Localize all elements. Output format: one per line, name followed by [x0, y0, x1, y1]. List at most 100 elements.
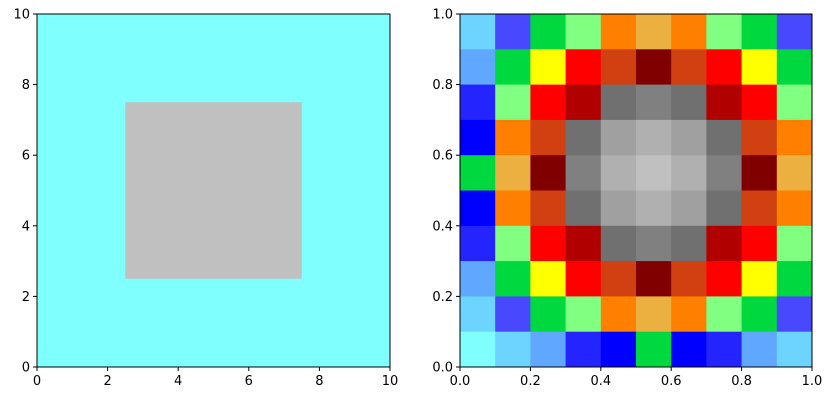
heatmap-cell: [530, 190, 567, 227]
heatmap-cell: [495, 119, 531, 156]
heatmap-cell: [636, 84, 672, 121]
right-y-tick-label-0: 0.0: [432, 361, 453, 376]
heatmap-cell: [671, 331, 707, 368]
left-chart: 0 2 4 6 8 10 0 2 4 6 8 10: [13, 8, 398, 390]
heatmap-cell: [706, 190, 743, 227]
heatmap-cell: [565, 49, 602, 86]
left-y-tick-label-5: 10: [13, 8, 30, 23]
heatmap-cell: [741, 331, 778, 368]
heatmap-cell: [495, 155, 531, 191]
heatmap-cell: [776, 84, 813, 121]
heatmap-cell: [671, 14, 707, 50]
heatmap-cell: [706, 261, 743, 297]
left-x-tick-label-0: 0: [33, 374, 41, 389]
left-x-tick-label-3: 6: [245, 374, 253, 389]
heatmap-cell: [600, 119, 637, 156]
heatmap-cell: [706, 119, 743, 156]
heatmap-cell: [530, 261, 567, 297]
left-x-axis: 0 2 4 6 8 10: [33, 367, 398, 389]
heatmap-cell: [741, 261, 778, 297]
heatmap-cell: [565, 331, 602, 368]
left-x-tick-label-5: 10: [382, 374, 399, 389]
heatmap-cell: [565, 225, 602, 262]
heatmap-cell: [460, 190, 496, 227]
right-y-axis: 0.0 0.2 0.4 0.6 0.8 1.0: [432, 8, 460, 376]
heatmap-cell: [706, 14, 743, 50]
left-y-tick-label-2: 4: [22, 219, 30, 234]
right-y-tick-label-3: 0.6: [432, 149, 453, 164]
heatmap-cell: [636, 14, 672, 50]
heatmap-cell: [776, 119, 813, 156]
left-x-tick-label-4: 8: [315, 374, 323, 389]
right-x-tick-label-3: 0.6: [661, 374, 682, 389]
heatmap-cell: [741, 49, 778, 86]
heatmap-cell: [530, 119, 567, 156]
heatmap-cell: [636, 225, 672, 262]
heatmap-cell: [636, 190, 672, 227]
heatmap-cell: [706, 49, 743, 86]
heatmap-cell: [460, 331, 496, 368]
heatmap-cell: [460, 261, 496, 297]
heatmap-cell: [460, 14, 496, 50]
heatmap-cell: [600, 14, 637, 50]
heatmap-cell: [565, 261, 602, 297]
heatmap-cell: [600, 190, 637, 227]
heatmap-cell: [741, 155, 778, 191]
heatmap-cell: [671, 119, 707, 156]
heatmap-cells: [460, 14, 813, 368]
heatmap-cell: [495, 225, 531, 262]
right-y-tick-label-1: 0.2: [432, 290, 453, 305]
heatmap-cell: [565, 296, 602, 333]
right-x-tick-label-4: 0.8: [731, 374, 752, 389]
heatmap-cell: [636, 296, 672, 333]
heatmap-cell: [776, 49, 813, 86]
heatmap-cell: [741, 225, 778, 262]
heatmap-cell: [565, 155, 602, 191]
heatmap-cell: [636, 49, 672, 86]
heatmap-cell: [495, 84, 531, 121]
heatmap-cell: [776, 225, 813, 262]
heatmap-cell: [741, 190, 778, 227]
heatmap-cell: [460, 49, 496, 86]
heatmap-cell: [600, 49, 637, 86]
left-x-tick-label-1: 2: [103, 374, 111, 389]
heatmap-cell: [671, 84, 707, 121]
left-y-axis: 0 2 4 6 8 10: [13, 8, 37, 376]
heatmap-cell: [706, 84, 743, 121]
left-y-tick-label-3: 6: [22, 149, 30, 164]
heatmap-cell: [460, 225, 496, 262]
heatmap-cell: [530, 84, 567, 121]
heatmap-cell: [741, 84, 778, 121]
heatmap-cell: [706, 155, 743, 191]
heatmap-cell: [671, 190, 707, 227]
right-x-tick-label-2: 0.4: [590, 374, 611, 389]
heatmap-cell: [671, 296, 707, 333]
heatmap-cell: [600, 155, 637, 191]
heatmap-cell: [776, 296, 813, 333]
heatmap-cell: [460, 84, 496, 121]
heatmap-cell: [565, 14, 602, 50]
heatmap-cell: [671, 261, 707, 297]
heatmap-cell: [530, 49, 567, 86]
heatmap-cell: [460, 119, 496, 156]
heatmap-cell: [600, 331, 637, 368]
heatmap-cell: [636, 155, 672, 191]
heatmap-cell: [495, 49, 531, 86]
heatmap-cell: [530, 225, 567, 262]
left-plot-frame: [36, 13, 391, 368]
right-plot-frame: [459, 13, 813, 368]
right-x-tick-label-1: 0.2: [520, 374, 541, 389]
right-x-axis: 0.0 0.2 0.4 0.6 0.8 1.0: [450, 367, 823, 389]
right-x-tick-label-5: 1.0: [802, 374, 823, 389]
heatmap-cell: [776, 261, 813, 297]
heatmap-cell: [460, 155, 496, 191]
heatmap-cell: [671, 49, 707, 86]
heatmap-cell: [636, 261, 672, 297]
heatmap-cell: [495, 14, 531, 50]
heatmap-cell: [741, 14, 778, 50]
right-y-tick-label-5: 1.0: [432, 8, 453, 23]
heatmap-cell: [495, 331, 531, 368]
heatmap-cell: [776, 155, 813, 191]
heatmap-cell: [671, 225, 707, 262]
